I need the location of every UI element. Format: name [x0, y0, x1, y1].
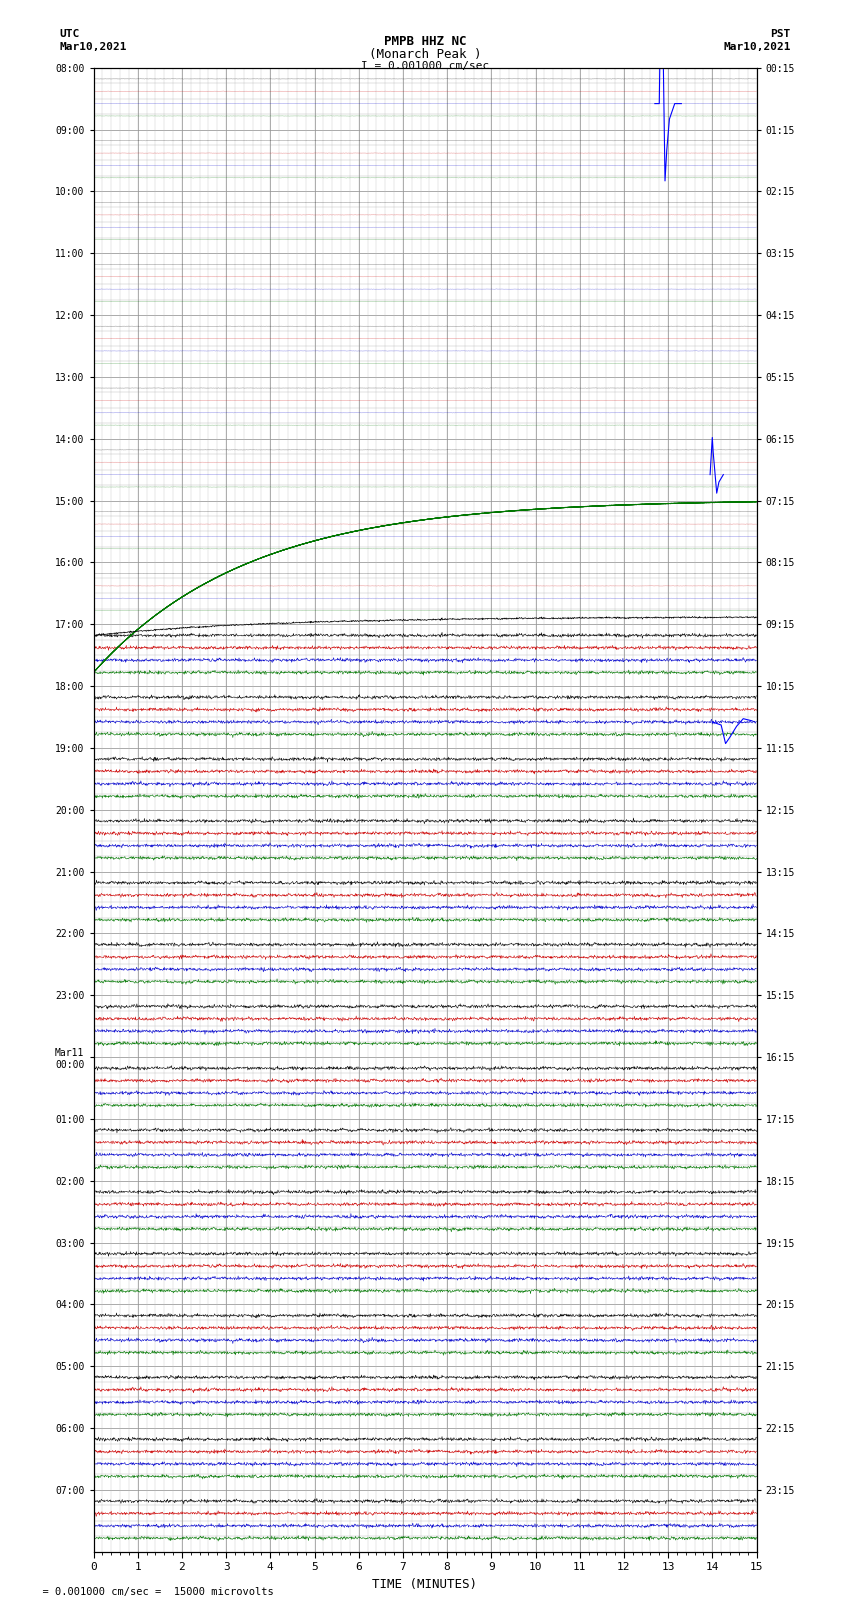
- Text: UTC: UTC: [60, 29, 80, 39]
- Text: Mar10,2021: Mar10,2021: [60, 42, 127, 52]
- Text: PST: PST: [770, 29, 790, 39]
- Text: PMPB HHZ NC: PMPB HHZ NC: [383, 35, 467, 48]
- X-axis label: TIME (MINUTES): TIME (MINUTES): [372, 1578, 478, 1590]
- Text: I = 0.001000 cm/sec: I = 0.001000 cm/sec: [361, 61, 489, 71]
- Text: Mar10,2021: Mar10,2021: [723, 42, 791, 52]
- Text: (Monarch Peak ): (Monarch Peak ): [369, 48, 481, 61]
- Text: = 0.001000 cm/sec =  15000 microvolts: = 0.001000 cm/sec = 15000 microvolts: [30, 1587, 274, 1597]
